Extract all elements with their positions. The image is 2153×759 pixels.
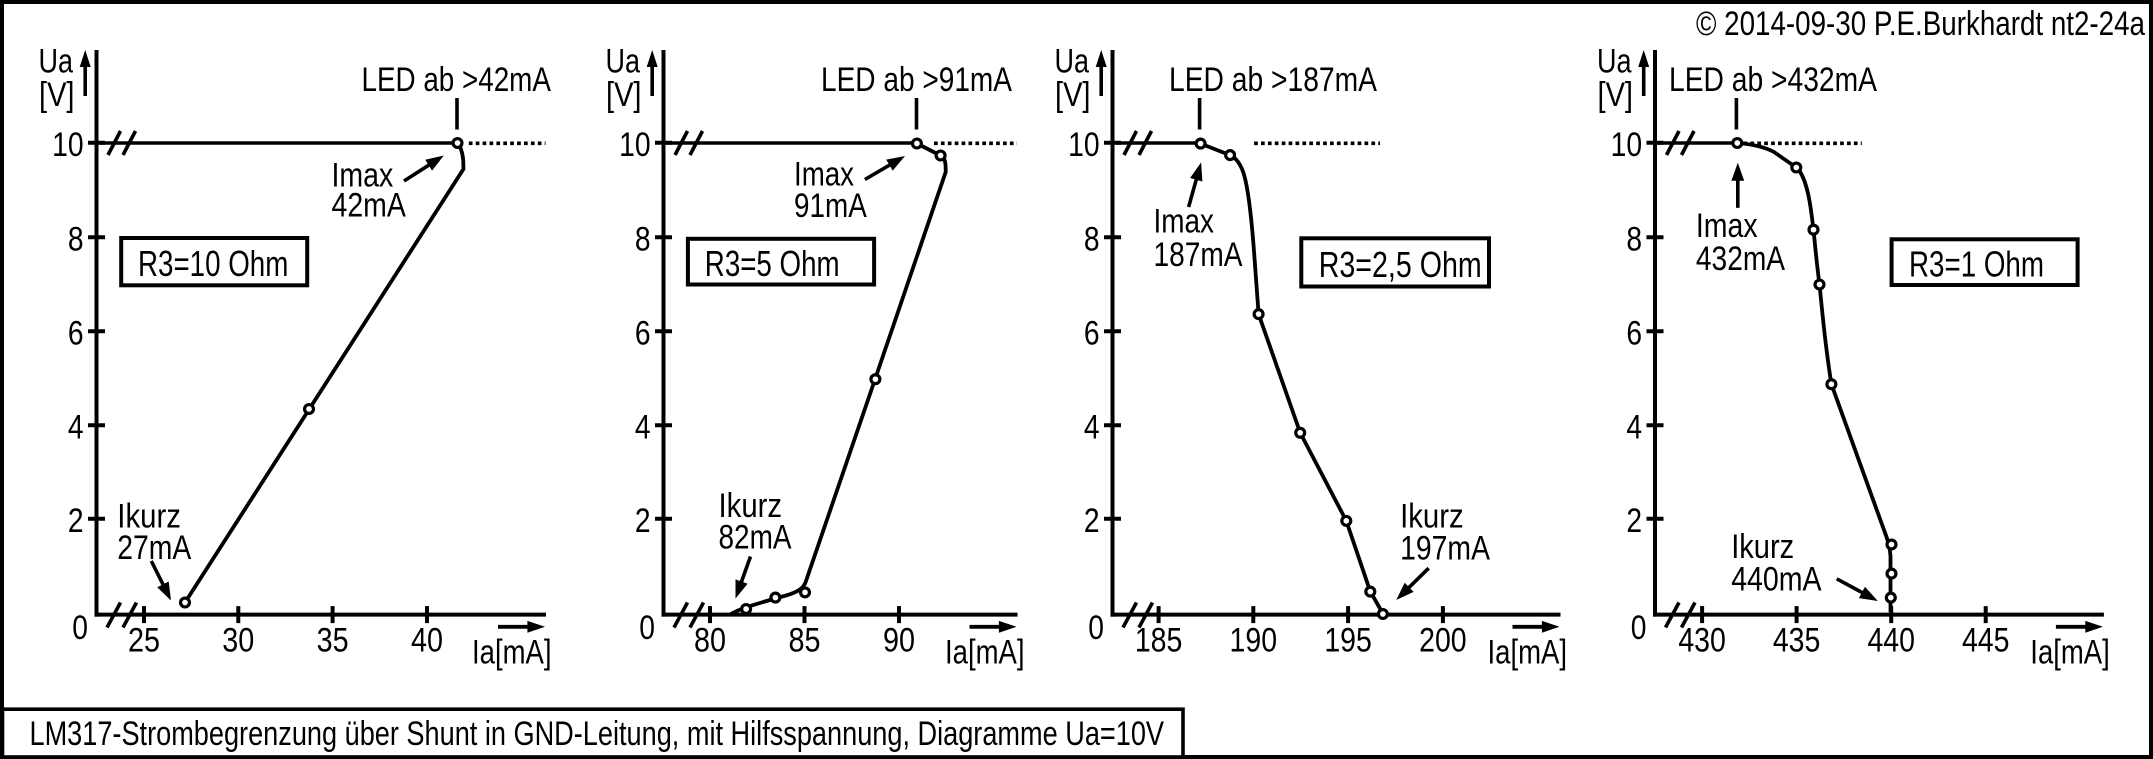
svg-text:Ia[mA]: Ia[mA] — [945, 634, 1025, 672]
svg-text:185: 185 — [1135, 621, 1183, 659]
svg-text:6: 6 — [68, 315, 84, 353]
svg-text:[V]: [V] — [39, 76, 75, 114]
svg-text:187mA: 187mA — [1154, 236, 1243, 274]
svg-text:Ikurz: Ikurz — [1400, 497, 1464, 535]
svg-text:2: 2 — [1084, 502, 1100, 540]
svg-text:Ia[mA]: Ia[mA] — [1488, 634, 1568, 672]
svg-text:440mA: 440mA — [1731, 561, 1822, 599]
svg-text:2: 2 — [1626, 502, 1642, 540]
svg-text:0: 0 — [1088, 609, 1104, 647]
svg-text:LED ab >187mA: LED ab >187mA — [1169, 61, 1377, 99]
svg-text:432mA: 432mA — [1696, 240, 1785, 278]
svg-text:LED ab >91mA: LED ab >91mA — [821, 61, 1012, 99]
svg-text:0: 0 — [72, 609, 88, 647]
svg-text:4: 4 — [1084, 409, 1100, 447]
svg-text:R3=10 Ohm: R3=10 Ohm — [138, 243, 288, 284]
svg-text:R3=2,5 Ohm: R3=2,5 Ohm — [1319, 244, 1482, 285]
svg-text:10: 10 — [619, 126, 651, 164]
svg-text:195: 195 — [1324, 621, 1372, 659]
svg-text:8: 8 — [1626, 221, 1642, 259]
svg-text:85: 85 — [789, 621, 821, 659]
svg-text:Ikurz: Ikurz — [719, 487, 783, 525]
svg-text:Imax: Imax — [1154, 202, 1215, 240]
svg-text:25: 25 — [128, 621, 160, 659]
svg-text:40: 40 — [411, 621, 443, 659]
svg-text:Ua: Ua — [1597, 43, 1632, 81]
svg-text:445: 445 — [1962, 621, 2010, 659]
svg-text:LED ab >42mA: LED ab >42mA — [362, 61, 552, 99]
svg-text:2: 2 — [68, 502, 84, 540]
svg-text:4: 4 — [68, 409, 84, 447]
svg-text:30: 30 — [222, 621, 254, 659]
svg-text:200: 200 — [1419, 621, 1467, 659]
svg-text:435: 435 — [1773, 621, 1821, 659]
svg-text:35: 35 — [317, 621, 349, 659]
svg-text:4: 4 — [635, 409, 651, 447]
svg-text:R3=1 Ohm: R3=1 Ohm — [1909, 244, 2044, 285]
svg-text:LM317-Strombegrenzung über Shu: LM317-Strombegrenzung über Shunt in GND-… — [30, 715, 1165, 753]
svg-text:197mA: 197mA — [1400, 529, 1490, 567]
svg-text:Ia[mA]: Ia[mA] — [472, 634, 552, 672]
svg-text:8: 8 — [635, 221, 651, 259]
svg-text:6: 6 — [1084, 315, 1100, 353]
svg-text:8: 8 — [68, 221, 84, 259]
svg-text:190: 190 — [1230, 621, 1278, 659]
svg-text:Ikurz: Ikurz — [117, 498, 181, 536]
svg-text:[V]: [V] — [606, 76, 642, 114]
svg-text:91mA: 91mA — [794, 187, 867, 225]
svg-text:82mA: 82mA — [719, 519, 792, 557]
svg-text:90: 90 — [883, 621, 915, 659]
svg-text:27mA: 27mA — [117, 529, 191, 567]
svg-text:Ua: Ua — [39, 43, 74, 81]
svg-text:440: 440 — [1867, 621, 1915, 659]
svg-text:2: 2 — [635, 502, 651, 540]
svg-text:[V]: [V] — [1055, 76, 1091, 114]
svg-text:Imax: Imax — [1696, 207, 1758, 245]
svg-text:0: 0 — [1631, 609, 1647, 647]
svg-text:Ikurz: Ikurz — [1731, 528, 1794, 566]
svg-text:Ia[mA]: Ia[mA] — [2030, 634, 2110, 672]
svg-text:430: 430 — [1678, 621, 1726, 659]
svg-text:© 2014-09-30 P.E.Burkhardt nt2: © 2014-09-30 P.E.Burkhardt nt2-24a — [1696, 5, 2145, 43]
svg-text:Ua: Ua — [1055, 43, 1090, 81]
svg-text:0: 0 — [639, 609, 655, 647]
svg-text:Imax: Imax — [794, 156, 854, 194]
svg-text:Imax: Imax — [332, 156, 394, 194]
svg-text:10: 10 — [1611, 126, 1643, 164]
svg-text:6: 6 — [635, 315, 651, 353]
svg-text:4: 4 — [1626, 409, 1642, 447]
svg-text:10: 10 — [52, 126, 84, 164]
svg-text:[V]: [V] — [1598, 76, 1634, 114]
svg-text:Ua: Ua — [606, 43, 641, 81]
svg-text:6: 6 — [1626, 315, 1642, 353]
svg-text:8: 8 — [1084, 221, 1100, 259]
svg-text:LED ab >432mA: LED ab >432mA — [1669, 61, 1877, 99]
svg-text:10: 10 — [1068, 126, 1100, 164]
svg-text:42mA: 42mA — [332, 186, 407, 224]
svg-text:R3=5 Ohm: R3=5 Ohm — [705, 243, 840, 284]
svg-text:80: 80 — [694, 621, 726, 659]
